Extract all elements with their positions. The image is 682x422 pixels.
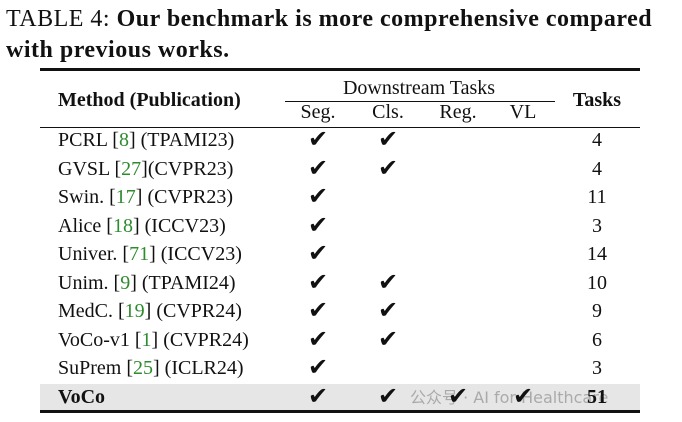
bottom-rule bbox=[40, 410, 640, 413]
tasks-count: 9 bbox=[592, 300, 602, 322]
method-name: PCRL [ bbox=[58, 129, 119, 151]
method-cell: GVSL [27](CVPR23) bbox=[58, 157, 233, 181]
subcolumn-header: Seg. bbox=[300, 101, 336, 123]
tasks-count: 4 bbox=[592, 129, 602, 151]
method-cell: Swin. [17] (CVPR23) bbox=[58, 185, 233, 209]
method-name: Univer. [ bbox=[58, 243, 130, 265]
mid-rule bbox=[40, 127, 640, 129]
tasks-header: Tasks bbox=[572, 89, 622, 111]
citation: 8 bbox=[118, 129, 129, 151]
method-name: SuPrem [ bbox=[58, 357, 133, 379]
venue: ] (ICCV23) bbox=[132, 214, 226, 237]
check-mark: ✔ bbox=[307, 155, 329, 182]
venue: ](CVPR23) bbox=[141, 157, 234, 180]
check-mark: ✔ bbox=[377, 155, 399, 182]
method-cell: VoCo-v1 [1] (CVPR24) bbox=[58, 328, 249, 352]
check-mark: ✔ bbox=[307, 241, 329, 267]
method-cell: PCRL [8] (TPAMI23) bbox=[58, 128, 234, 152]
method-cell: SuPrem [25] (ICLR24) bbox=[58, 356, 244, 380]
citation: 71 bbox=[129, 243, 150, 265]
check-mark: ✔ bbox=[307, 298, 329, 324]
tasks-count: 3 bbox=[592, 357, 602, 379]
top-rule bbox=[40, 68, 640, 71]
check-mark: ✔ bbox=[307, 184, 329, 210]
tasks-count: 3 bbox=[592, 214, 602, 237]
group-rule bbox=[285, 101, 555, 102]
method-header: Method (Publication) bbox=[58, 89, 241, 111]
tasks-count: 11 bbox=[587, 186, 607, 208]
method-cell: MedC. [19] (CVPR24) bbox=[58, 299, 242, 323]
caption: TABLE 4: Our benchmark is more comprehen… bbox=[6, 4, 678, 66]
venue: ] (CVPR24) bbox=[144, 300, 242, 322]
venue: ] (TPAMI23) bbox=[128, 129, 235, 151]
method-name: VoCo bbox=[58, 385, 106, 408]
check-mark: ✔ bbox=[377, 326, 399, 353]
citation: 18 bbox=[112, 214, 133, 237]
check-mark: ✔ bbox=[377, 269, 399, 296]
method-cell: Alice [18] (ICCV23) bbox=[58, 214, 226, 238]
tasks-count: 4 bbox=[592, 157, 602, 180]
method-cell: Unim. [9] (TPAMI24) bbox=[58, 271, 236, 295]
tasks-count: 14 bbox=[587, 243, 607, 265]
venue: ] (CVPR24) bbox=[151, 328, 249, 351]
caption-label: TABLE 4: bbox=[6, 6, 111, 32]
check-mark: ✔ bbox=[307, 212, 329, 239]
citation: 1 bbox=[141, 328, 152, 351]
watermark: 公众号 · AI for Healthcare bbox=[410, 388, 609, 407]
tasks-count: 10 bbox=[587, 271, 607, 294]
citation: 19 bbox=[124, 300, 145, 322]
citation: 9 bbox=[120, 271, 131, 294]
check-mark: ✔ bbox=[447, 383, 469, 410]
method-cell: VoCo bbox=[58, 385, 105, 409]
citation: 27 bbox=[121, 157, 142, 180]
method-name: Swin. [ bbox=[58, 186, 116, 208]
group-header: Downstream Tasks bbox=[342, 77, 496, 99]
subcolumn-header: Reg. bbox=[439, 101, 477, 123]
check-mark: ✔ bbox=[307, 383, 329, 410]
method-name: VoCo-v1 [ bbox=[58, 328, 142, 351]
check-mark: ✔ bbox=[307, 326, 329, 353]
highlight-row bbox=[40, 384, 640, 410]
check-mark: ✔ bbox=[307, 355, 329, 381]
citation: 25 bbox=[133, 357, 153, 379]
caption-text: Our benchmark is more comprehensive comp… bbox=[6, 6, 653, 63]
check-mark: ✔ bbox=[512, 383, 534, 410]
check-mark: ✔ bbox=[377, 298, 399, 324]
subcolumn-header: Cls. bbox=[372, 101, 404, 123]
method-cell: Univer. [71] (ICCV23) bbox=[58, 242, 242, 266]
check-mark: ✔ bbox=[307, 269, 329, 296]
tasks-count: 51 bbox=[587, 385, 607, 408]
venue: ] (CVPR23) bbox=[135, 186, 234, 208]
tasks-count: 6 bbox=[592, 328, 602, 351]
venue: ] (TPAMI24) bbox=[130, 271, 236, 294]
citation: 17 bbox=[115, 186, 136, 208]
method-name: GVSL [ bbox=[58, 157, 122, 180]
method-name: Alice [ bbox=[58, 214, 113, 237]
method-name: Unim. [ bbox=[58, 271, 121, 294]
method-name: MedC. [ bbox=[58, 300, 125, 322]
venue: ] (ICCV23) bbox=[149, 243, 242, 265]
check-mark: ✔ bbox=[377, 383, 399, 410]
check-mark: ✔ bbox=[307, 127, 329, 153]
venue: ] (ICLR24) bbox=[153, 357, 244, 379]
check-mark: ✔ bbox=[377, 127, 399, 153]
subcolumn-header: VL bbox=[509, 101, 537, 123]
